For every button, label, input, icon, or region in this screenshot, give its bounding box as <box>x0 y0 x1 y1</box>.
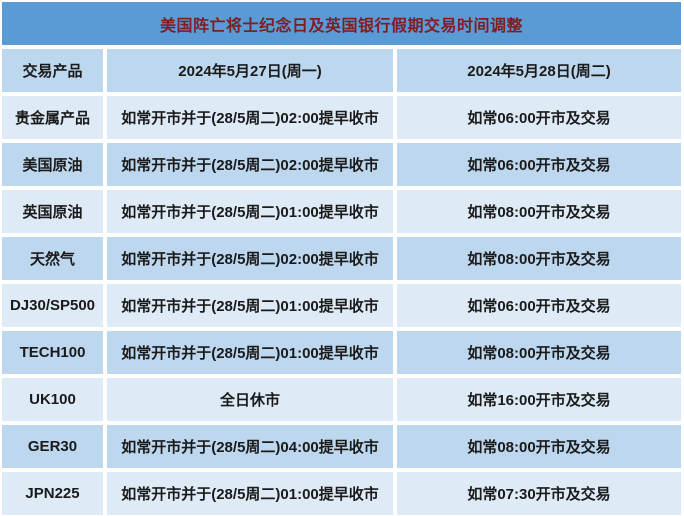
page-title: 美国阵亡将士纪念日及英国银行假期交易时间调整 <box>159 17 523 35</box>
table-row: TECH100 如常开市并于(28/5周二)01:00提早收市 如常08:00开… <box>2 331 681 374</box>
table-row: DJ30/SP500 如常开市并于(28/5周二)01:00提早收市 如常06:… <box>2 284 681 327</box>
tuesday-schedule-cell: 如常06:00开市及交易 <box>397 143 681 186</box>
tuesday-schedule-cell: 如常06:00开市及交易 <box>397 96 681 139</box>
tuesday-schedule-cell: 如常08:00开市及交易 <box>397 190 681 233</box>
table-row: UK100 全日休市 如常16:00开市及交易 <box>2 378 681 421</box>
monday-schedule-cell: 如常开市并于(28/5周二)02:00提早收市 <box>107 96 393 139</box>
monday-schedule-cell: 如常开市并于(28/5周二)01:00提早收市 <box>107 190 393 233</box>
product-cell: UK100 <box>2 378 103 421</box>
product-cell: 美国原油 <box>2 143 103 186</box>
product-cell: TECH100 <box>2 331 103 374</box>
tuesday-schedule-cell: 如常06:00开市及交易 <box>397 284 681 327</box>
tuesday-schedule-cell: 如常16:00开市及交易 <box>397 378 681 421</box>
header-cell-product: 交易产品 <box>2 49 103 92</box>
table-row: 美国原油 如常开市并于(28/5周二)02:00提早收市 如常06:00开市及交… <box>2 143 681 186</box>
product-cell: 天然气 <box>2 237 103 280</box>
monday-schedule-cell: 如常开市并于(28/5周二)02:00提早收市 <box>107 143 393 186</box>
table-row: GER30 如常开市并于(28/5周二)04:00提早收市 如常08:00开市及… <box>2 425 681 468</box>
header-cell-monday: 2024年5月27日(周一) <box>107 49 393 92</box>
monday-schedule-cell: 如常开市并于(28/5周二)04:00提早收市 <box>107 425 393 468</box>
table-row: 贵金属产品 如常开市并于(28/5周二)02:00提早收市 如常06:00开市及… <box>2 96 681 139</box>
product-cell: GER30 <box>2 425 103 468</box>
header-cell-tuesday: 2024年5月28日(周二) <box>397 49 681 92</box>
product-cell: 英国原油 <box>2 190 103 233</box>
table-row: 英国原油 如常开市并于(28/5周二)01:00提早收市 如常08:00开市及交… <box>2 190 681 233</box>
tuesday-schedule-cell: 如常08:00开市及交易 <box>397 331 681 374</box>
monday-schedule-cell: 如常开市并于(28/5周二)02:00提早收市 <box>107 237 393 280</box>
title-bar: 美国阵亡将士纪念日及英国银行假期交易时间调整 <box>2 2 681 45</box>
product-cell: DJ30/SP500 <box>2 284 103 327</box>
table-row: JPN225 如常开市并于(28/5周二)01:00提早收市 如常07:30开市… <box>2 472 681 515</box>
table-row: 天然气 如常开市并于(28/5周二)02:00提早收市 如常08:00开市及交易 <box>2 237 681 280</box>
monday-schedule-cell: 如常开市并于(28/5周二)01:00提早收市 <box>107 331 393 374</box>
tuesday-schedule-cell: 如常08:00开市及交易 <box>397 425 681 468</box>
product-cell: 贵金属产品 <box>2 96 103 139</box>
tuesday-schedule-cell: 如常07:30开市及交易 <box>397 472 681 515</box>
table-header-row: 交易产品 2024年5月27日(周一) 2024年5月28日(周二) <box>2 49 681 92</box>
monday-schedule-cell: 全日休市 <box>107 378 393 421</box>
tuesday-schedule-cell: 如常08:00开市及交易 <box>397 237 681 280</box>
monday-schedule-cell: 如常开市并于(28/5周二)01:00提早收市 <box>107 284 393 327</box>
monday-schedule-cell: 如常开市并于(28/5周二)01:00提早收市 <box>107 472 393 515</box>
product-cell: JPN225 <box>2 472 103 515</box>
